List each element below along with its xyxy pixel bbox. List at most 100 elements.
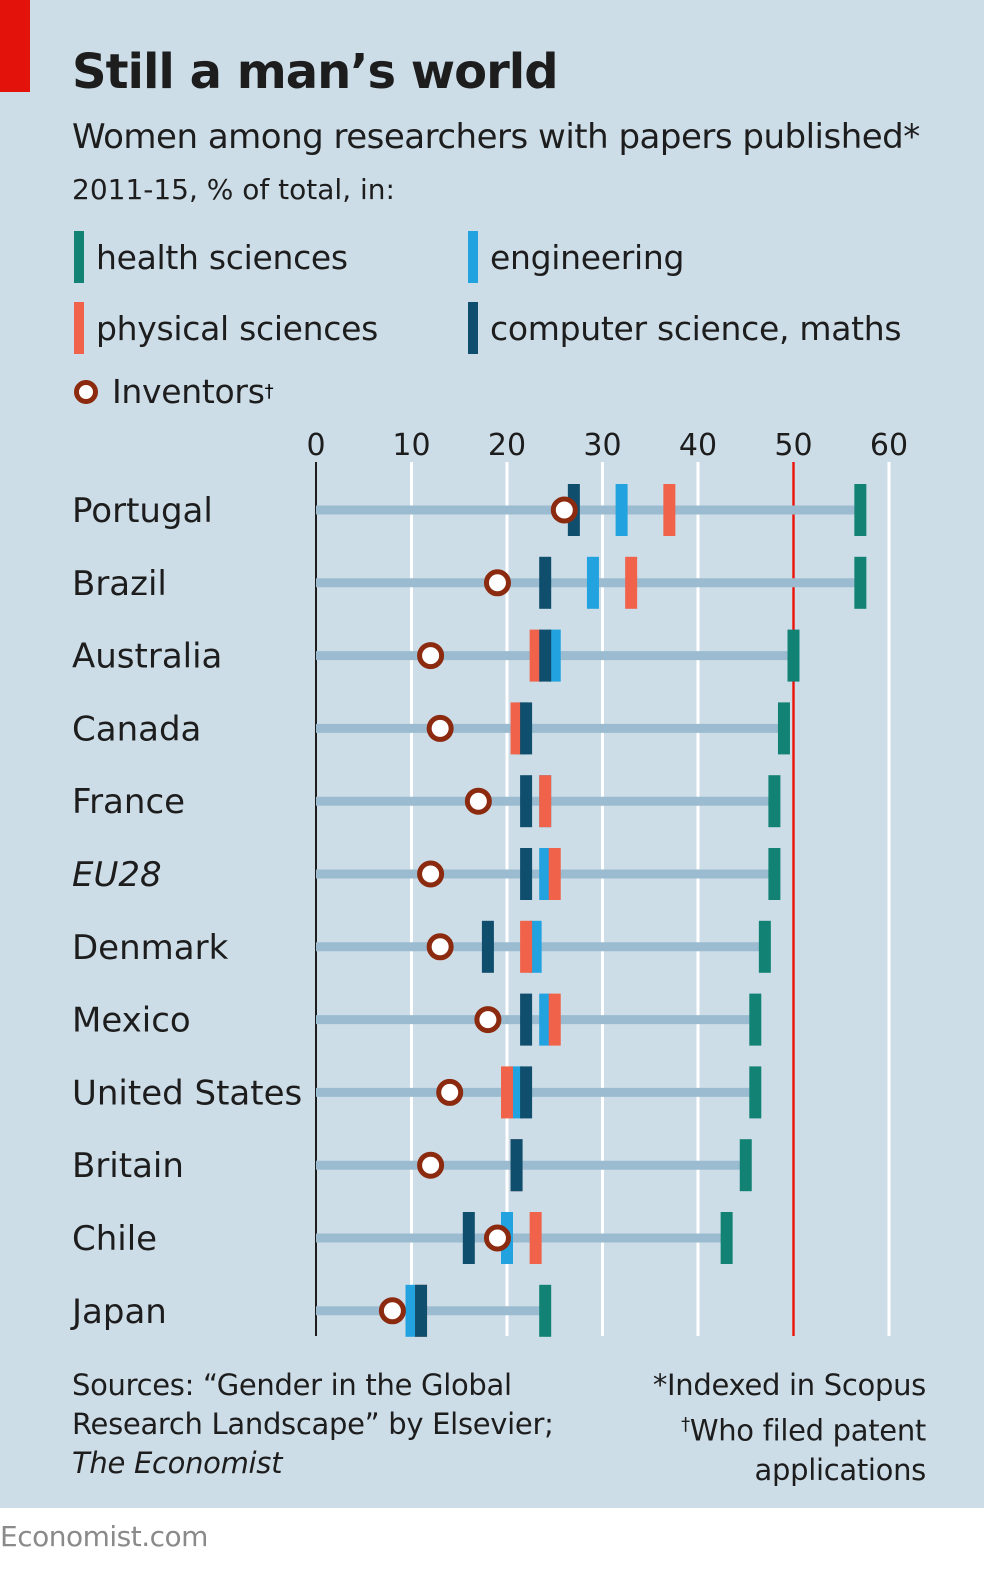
footnote-patent-line-2: applications	[754, 1452, 927, 1487]
physical-marker	[510, 702, 523, 755]
chart-subsubtitle: 2011-15, % of total, in:	[72, 173, 395, 206]
legend-inventors: Inventors †	[74, 372, 274, 411]
country-label: Canada	[72, 709, 201, 749]
inventor-marker	[426, 714, 454, 742]
x-tick-label: 30	[583, 428, 621, 463]
computer-marker	[415, 1284, 428, 1337]
dot-range-chart: 0 10 20 30 40 50 60 Portugal Brazil Australia Cana…	[70, 428, 908, 1337]
legend-engineering-label: engineering	[490, 237, 685, 277]
engineering-marker	[510, 1066, 523, 1119]
legend-health: health sciences	[74, 231, 348, 283]
country-label: EU28	[72, 855, 162, 895]
inventor-marker	[474, 1006, 502, 1034]
legend-physical: physical sciences	[74, 302, 378, 354]
country-label: Brazil	[72, 564, 167, 604]
inventor-marker	[483, 1224, 511, 1252]
x-tick-label: 50	[774, 428, 812, 463]
health-marker	[749, 1066, 762, 1119]
legend-computer-swatch	[468, 302, 478, 354]
computer-marker	[520, 702, 533, 755]
computer-marker	[481, 920, 494, 973]
sources-line-1: Sources: “Gender in the Global	[72, 1368, 512, 1402]
physical-marker	[501, 1066, 513, 1119]
health-marker	[720, 1212, 733, 1264]
computer-marker	[520, 848, 533, 900]
inventor-marker	[426, 933, 454, 961]
computer-marker	[520, 1066, 533, 1119]
computer-marker	[539, 556, 552, 609]
engineering-marker	[539, 848, 552, 900]
legend-health-swatch	[74, 231, 84, 283]
x-tick-label: 0	[306, 428, 325, 463]
footnotes: *Indexed in Scopus †Who filed patent app…	[653, 1366, 926, 1490]
sources-line-3: The Economist	[72, 1446, 283, 1480]
legend-inventors-label: Inventors	[112, 372, 265, 411]
engineering-marker	[539, 993, 552, 1046]
physical-marker	[529, 1212, 542, 1264]
country-label: Mexico	[72, 1001, 191, 1041]
x-tick-label: 20	[488, 428, 526, 463]
footnote-patent-line-1: Who filed patent	[689, 1413, 926, 1448]
inventor-marker	[378, 1297, 406, 1325]
engineering-marker	[529, 920, 542, 973]
footnote-patent: †Who filed patent	[653, 1405, 926, 1451]
chart-subtitle: Women among researchers with papers publ…	[72, 117, 920, 157]
x-tick-label: 10	[392, 428, 430, 463]
legend-computer-label: computer science, maths	[490, 308, 902, 348]
x-tick-label: 60	[870, 428, 908, 463]
country-label: Britain	[72, 1146, 184, 1186]
legend-health-label: health sciences	[96, 237, 348, 277]
health-marker	[758, 920, 771, 973]
physical-marker	[529, 629, 542, 682]
physical-marker	[663, 484, 676, 536]
legend-inventor-ring-icon	[74, 379, 98, 404]
legend-physical-swatch	[74, 302, 84, 354]
health-marker	[539, 1284, 552, 1337]
x-tick-label: 40	[679, 428, 717, 463]
footnote-scopus: *Indexed in Scopus	[652, 1368, 926, 1402]
health-marker	[768, 848, 781, 900]
country-label: Denmark	[72, 928, 229, 968]
brand-footer: Economist.com	[0, 1520, 208, 1553]
computer-marker	[520, 775, 533, 828]
legend-engineering-swatch	[468, 231, 478, 283]
inventor-marker	[417, 860, 445, 888]
engineering-marker	[548, 629, 561, 682]
health-marker	[768, 775, 781, 828]
country-label: United States	[72, 1073, 302, 1113]
computer-marker	[510, 1139, 523, 1192]
health-marker	[787, 629, 800, 682]
computer-marker	[520, 993, 533, 1046]
physical-marker	[548, 848, 561, 900]
legend-physical-label: physical sciences	[96, 308, 379, 348]
country-label: Portugal	[72, 491, 213, 531]
physical-marker	[625, 556, 638, 609]
country-label: Chile	[72, 1219, 157, 1259]
computer-marker	[539, 629, 552, 682]
health-marker	[777, 702, 790, 755]
health-marker	[739, 1139, 752, 1192]
health-marker	[854, 484, 867, 536]
inventor-marker	[417, 642, 445, 670]
chart-panel	[0, 0, 984, 1508]
legend-computer: computer science, maths	[468, 302, 902, 354]
brand-red-tag	[0, 0, 30, 92]
legend-engineering: engineering	[468, 231, 684, 283]
chart-title: Still a man’s world	[72, 44, 559, 100]
footnote-patent-dagger: †	[681, 1414, 690, 1435]
engineering-marker	[586, 556, 599, 609]
legend-inventors-dagger: †	[264, 381, 274, 402]
inventor-marker	[436, 1078, 464, 1106]
engineering-marker	[615, 484, 628, 536]
inventor-marker	[483, 569, 511, 597]
physical-marker	[539, 775, 552, 828]
computer-marker	[462, 1212, 475, 1264]
inventor-marker	[417, 1151, 445, 1179]
country-label: Japan	[70, 1292, 167, 1332]
physical-marker	[548, 993, 561, 1046]
sources-note: Sources: “Gender in the Global Research …	[72, 1366, 554, 1483]
sources-line-2: Research Landscape” by Elsevier;	[72, 1407, 554, 1441]
health-marker	[749, 993, 762, 1046]
health-marker	[854, 556, 867, 609]
engineering-marker	[405, 1284, 418, 1337]
